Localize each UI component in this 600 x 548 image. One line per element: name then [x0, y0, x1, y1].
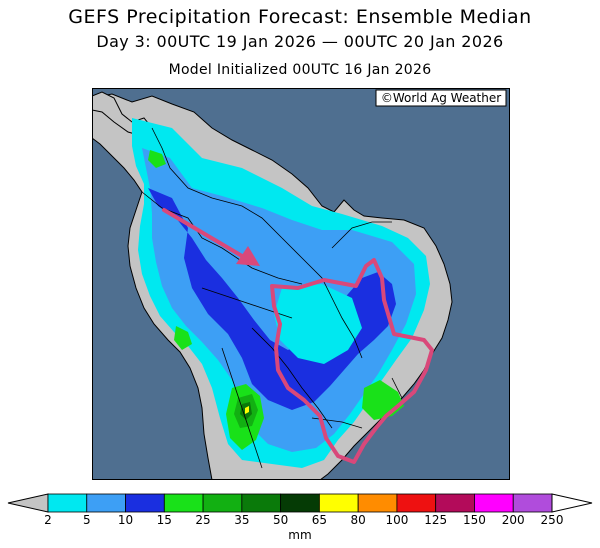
colorbar-bin [280, 493, 320, 513]
precip-15mm-peru [174, 326, 192, 350]
map-frame [92, 88, 510, 480]
colorbar-tick-label: 50 [272, 513, 289, 527]
colorbar-bin [435, 493, 475, 513]
colorbar-tick-label: 150 [463, 513, 486, 527]
colorbar-over-triangle [551, 493, 593, 513]
colorbar-tick-label: 250 [540, 513, 564, 527]
colorbar-tick-label: 15 [156, 513, 172, 527]
colorbar-tick-label: 65 [311, 513, 328, 527]
precipitation-map: ©World Ag Weather [92, 88, 510, 480]
colorbar-under-triangle [7, 493, 49, 513]
map-title: GEFS Precipitation Forecast: Ensemble Me… [68, 6, 532, 28]
colorbar-tick-label: 100 [385, 513, 409, 527]
precip-15mm-colombia [148, 150, 166, 168]
colorbar-tick-label: 5 [82, 513, 91, 527]
colorbar-tick-label: 80 [350, 513, 366, 527]
precip-colorbar [7, 493, 593, 513]
colorbar-tick-label: 25 [195, 513, 211, 527]
colorbar-units: mm [288, 528, 312, 542]
colorbar-bin [125, 493, 165, 513]
colorbar-bin [202, 493, 243, 513]
colorbar-bin [241, 493, 282, 513]
colorbar-tick-label: 125 [424, 513, 448, 527]
copyright-box [375, 89, 507, 107]
colorbar-bin [512, 493, 553, 513]
forecast-period: Day 3: 00UTC 19 Jan 2026 — 00UTC 20 Jan … [96, 32, 504, 51]
model-init-time: Model Initialized 00UTC 16 Jan 2026 [168, 62, 432, 78]
precip-central-light [274, 284, 362, 364]
colorbar-bin [86, 493, 126, 513]
colorbar-bin [318, 493, 359, 513]
colorbar-bin [47, 493, 88, 513]
colorbar-tick-label: 35 [234, 513, 250, 527]
colorbar-bin [357, 493, 398, 513]
colorbar-tick-label: 200 [501, 513, 525, 527]
copyright-text: ©World Ag Weather [381, 91, 501, 105]
colorbar-bin [163, 493, 204, 513]
highlight-arrow-shaft [162, 208, 244, 258]
precip-65mm [245, 406, 249, 414]
colorbar-bin [474, 493, 514, 513]
colorbar-bin [396, 493, 437, 513]
colorbar-tick-label: 2 [44, 513, 52, 527]
colorbar-tick-label: 10 [117, 513, 134, 527]
highlight-region-outline [270, 258, 434, 464]
highlight-arrow-head [236, 246, 260, 266]
